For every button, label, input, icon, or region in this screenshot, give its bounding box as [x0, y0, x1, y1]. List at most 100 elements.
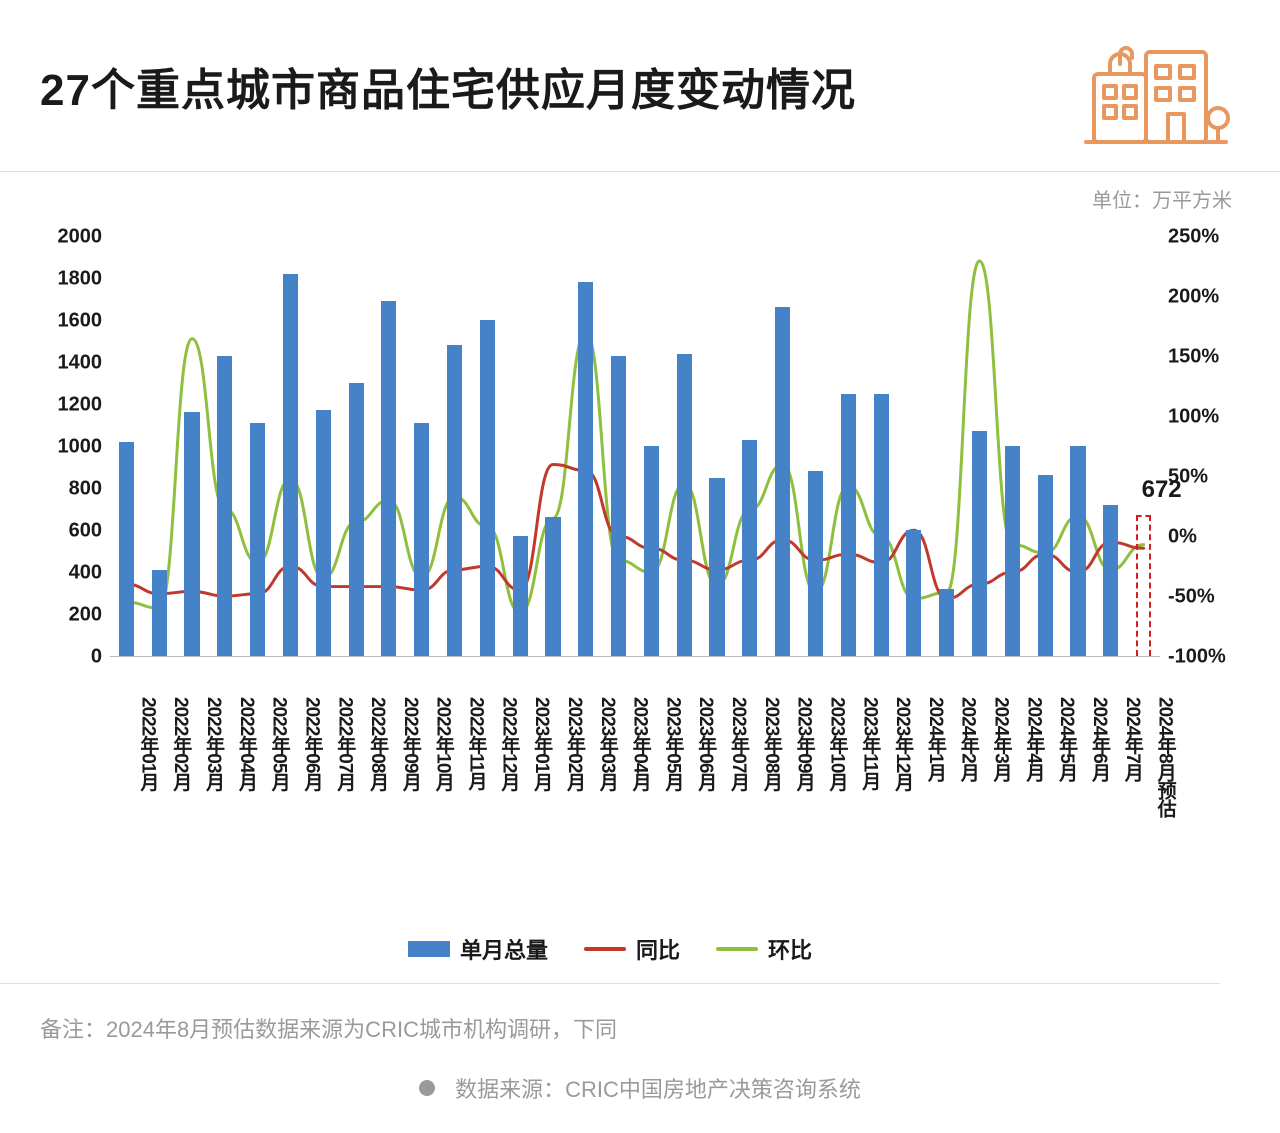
y-left-tick: 600: [40, 520, 102, 543]
legend-label-bar: 单月总量: [460, 933, 548, 965]
legend-item-line1: 同比: [584, 933, 680, 965]
x-tick: 2022年06月: [298, 697, 325, 790]
x-tick: 2023年03月: [594, 697, 621, 790]
x-tick: 2023年07月: [725, 697, 752, 790]
x-tick: 2023年09月: [791, 697, 818, 790]
bar: [939, 589, 954, 656]
legend-label-line2: 环比: [768, 933, 812, 965]
bar: [316, 410, 331, 656]
y-left-tick: 1000: [40, 436, 102, 459]
bar: [381, 301, 396, 656]
x-tick: 2024年3月: [988, 697, 1015, 781]
y-left-tick: 1200: [40, 394, 102, 417]
bar: [709, 478, 724, 657]
x-tick: 2022年09月: [397, 697, 424, 790]
bar: [906, 530, 921, 656]
x-tick: 2023年06月: [692, 697, 719, 790]
bar: [1103, 505, 1118, 656]
x-tick: 2023年04月: [627, 697, 654, 790]
x-tick: 2023年02月: [561, 697, 588, 790]
x-axis-labels: 2022年01月2022年02月2022年03月2022年04月2022年05月…: [40, 697, 1240, 927]
x-tick: 2022年01月: [134, 697, 161, 790]
unit-label: 单位：万平方米: [0, 172, 1280, 217]
bar: [841, 394, 856, 657]
x-tick: 2022年08月: [364, 697, 391, 790]
y-right-tick: 100%: [1168, 406, 1240, 429]
legend-swatch-line1: [584, 947, 626, 951]
page-title: 27个重点城市商品住宅供应月度变动情况: [40, 62, 856, 119]
bar: [184, 412, 199, 656]
bar: [1005, 446, 1020, 656]
bar: [677, 354, 692, 656]
bar: [152, 570, 167, 656]
bar: [250, 423, 265, 656]
x-tick: 2022年10月: [430, 697, 457, 790]
x-tick: 2023年05月: [659, 697, 686, 790]
y-left-tick: 0: [40, 646, 102, 669]
plot-area: [110, 237, 1160, 657]
bar: [414, 423, 429, 656]
y-left-tick: 800: [40, 478, 102, 501]
x-tick: 2022年03月: [200, 697, 227, 790]
x-tick: 2023年10月: [823, 697, 850, 790]
bar: [513, 536, 528, 656]
footnote: 备注：2024年8月预估数据来源为CRIC城市机构调研，下同: [0, 984, 1280, 1054]
y-right-tick: -100%: [1168, 646, 1240, 669]
y-left-tick: 400: [40, 562, 102, 585]
bar: [874, 394, 889, 657]
bar: [1038, 475, 1053, 656]
bar: [578, 282, 593, 656]
bar: [742, 440, 757, 656]
legend-item-bar: 单月总量: [408, 933, 548, 965]
x-tick: 2024年5月: [1053, 697, 1080, 781]
bar: [349, 383, 364, 656]
chart: 0200400600800100012001400160018002000-10…: [40, 217, 1240, 697]
bar: [808, 471, 823, 656]
callout-value: 672: [1142, 476, 1182, 504]
line-overlay: [110, 237, 1160, 656]
bar: [545, 517, 560, 656]
legend-swatch-bar: [408, 941, 450, 957]
y-left-tick: 1400: [40, 352, 102, 375]
bar: [119, 442, 134, 656]
x-tick: 2022年05月: [266, 697, 293, 790]
x-tick: 2022年11月: [463, 697, 490, 789]
y-right-tick: -50%: [1168, 586, 1240, 609]
bar: [283, 274, 298, 656]
x-tick: 2022年12月: [495, 697, 522, 790]
legend-label-line1: 同比: [636, 933, 680, 965]
legend-swatch-line2: [716, 947, 758, 951]
x-tick: 2024年6月: [1086, 697, 1113, 781]
y-left-tick: 200: [40, 604, 102, 627]
bar: [447, 345, 462, 656]
legend-item-line2: 环比: [716, 933, 812, 965]
y-left-tick: 1600: [40, 310, 102, 333]
x-tick: 2024年8月预估: [1152, 697, 1179, 817]
buildings-icon: [1080, 28, 1240, 153]
legend: 单月总量 同比 环比: [0, 927, 1220, 984]
x-tick: 2023年11月: [856, 697, 883, 789]
bullet-icon: [419, 1080, 435, 1096]
y-right-tick: 250%: [1168, 226, 1240, 249]
y-right-tick: 150%: [1168, 346, 1240, 369]
x-tick: 2022年04月: [233, 697, 260, 790]
x-tick: 2023年12月: [889, 697, 916, 790]
x-tick: 2023年01月: [528, 697, 555, 790]
data-source: 数据来源：CRIC中国房地产决策咨询系统: [0, 1054, 1280, 1122]
bar: [611, 356, 626, 656]
bar: [775, 307, 790, 656]
x-tick: 2022年02月: [167, 697, 194, 790]
x-tick: 2022年07月: [331, 697, 358, 790]
x-tick: 2024年1月: [922, 697, 949, 781]
y-left-tick: 2000: [40, 226, 102, 249]
x-tick: 2024年4月: [1020, 697, 1047, 781]
bar: [644, 446, 659, 656]
y-right-tick: 0%: [1168, 526, 1240, 549]
bar: [1070, 446, 1085, 656]
line-yoy: [126, 464, 1143, 598]
bar-forecast: [1136, 515, 1151, 656]
x-tick: 2024年7月: [1119, 697, 1146, 781]
x-tick: 2023年08月: [758, 697, 785, 790]
bar: [480, 320, 495, 656]
y-right-tick: 200%: [1168, 286, 1240, 309]
